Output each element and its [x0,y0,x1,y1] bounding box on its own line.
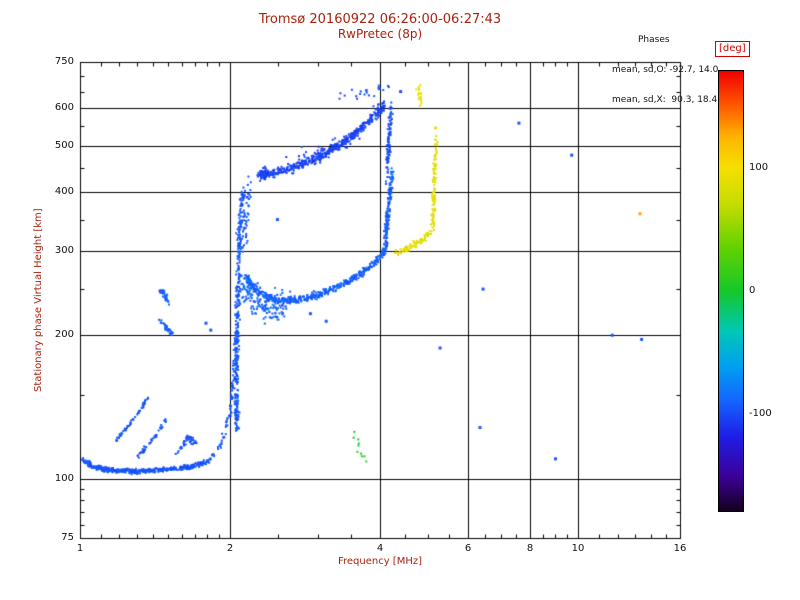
x-tick-label: 16 [673,543,687,554]
y-tick-label: 750 [54,56,74,67]
y-tick-label: 400 [54,186,74,197]
x-tick-label: 2 [226,543,234,554]
y-tick-label: 500 [54,140,74,151]
page-title: Tromsø 20160922 06:26:00-06:27:43 [258,12,502,27]
x-axis-label: Frequency [MHz] [337,556,423,567]
x-tick-label: 4 [376,543,384,554]
phase-stats-o-mode: mean, sd,O: -92.7, 14.0 [612,65,719,75]
y-axis-label: Stationary phase Virtual Height [km] [33,208,44,392]
page-subtitle: RwPretec (8p) [337,27,423,41]
x-tick-label: 6 [464,543,472,554]
y-tick-label: 600 [54,102,74,113]
y-tick-label: 100 [54,473,74,484]
x-tick-label: 10 [571,543,585,554]
colorbar-tick-label: 100 [749,162,769,173]
colorbar-unit-label: [deg] [715,41,750,57]
y-tick-label: 300 [54,245,74,256]
phase-stats-heading: Phases [638,35,670,45]
colorbar-tick-label: -100 [749,408,772,419]
x-tick-label: 8 [526,543,534,554]
phase-stats-x-mode: mean, sd,X: 90.3, 18.4 [612,95,718,105]
colorbar-tick-label: 0 [749,285,756,296]
x-tick-label: 1 [76,543,84,554]
phase-colorbar [718,70,744,512]
y-tick-label: 75 [61,532,74,543]
y-tick-label: 200 [54,329,74,340]
phase-stats-block: Phases mean, sd,O: -92.7, 14.0 mean, sd,… [612,15,718,125]
